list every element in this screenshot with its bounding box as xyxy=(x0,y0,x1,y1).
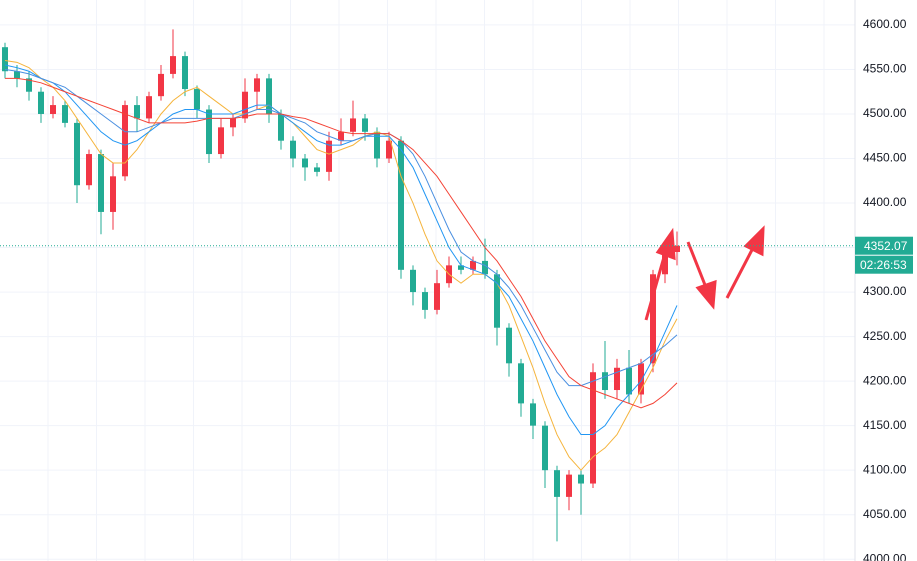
arrow xyxy=(644,249,668,321)
candle-body xyxy=(662,252,668,275)
candle-body xyxy=(50,105,56,114)
candle-body xyxy=(650,274,656,364)
candle-body xyxy=(542,425,548,471)
arrow-head xyxy=(655,227,676,261)
candle-body xyxy=(410,269,416,293)
candle-body xyxy=(206,109,212,155)
candle-body xyxy=(26,78,32,92)
candle-body xyxy=(170,56,176,74)
candle-body xyxy=(290,140,296,159)
candle-body xyxy=(218,127,224,155)
candle-body xyxy=(494,274,500,328)
candle-body xyxy=(350,118,356,132)
candle-body xyxy=(14,71,20,79)
plot xyxy=(2,29,680,542)
candle-body xyxy=(2,47,8,72)
candle-body xyxy=(38,91,44,114)
candle-body xyxy=(602,372,608,391)
candle-body xyxy=(74,122,80,186)
candle-body xyxy=(566,474,572,497)
candle-body xyxy=(62,105,68,123)
candle-body xyxy=(230,118,236,128)
candle-body xyxy=(614,367,620,391)
candle-body xyxy=(506,327,512,364)
candle-body xyxy=(146,96,152,119)
candle-body xyxy=(518,363,524,404)
candle-body xyxy=(470,260,476,270)
candle-body xyxy=(554,470,560,497)
arrow xyxy=(686,241,709,291)
arrow-head xyxy=(695,279,717,310)
ma-line xyxy=(4,60,678,471)
arrow-head xyxy=(743,225,765,257)
candle-body xyxy=(98,154,104,212)
y-tick-label: 4250.00 xyxy=(863,329,907,343)
candle-body xyxy=(302,158,308,168)
price-tag-label: 4352.07 xyxy=(864,239,908,253)
arrow xyxy=(725,245,756,299)
y-tick-label: 4550.00 xyxy=(863,62,907,76)
candle-body xyxy=(266,78,272,114)
candle-body xyxy=(458,265,464,270)
candle-body xyxy=(158,73,164,97)
candle-body xyxy=(626,367,632,395)
y-tick-label: 4600.00 xyxy=(863,17,907,31)
y-tick-label: 4300.00 xyxy=(863,284,907,298)
candle-body xyxy=(194,89,200,110)
candle-body xyxy=(278,113,284,141)
candle-body xyxy=(362,118,368,132)
ma-line xyxy=(4,68,678,387)
candle-body xyxy=(530,403,536,426)
y-tick-label: 4450.00 xyxy=(863,151,907,165)
candle-body xyxy=(326,140,332,172)
candle-body xyxy=(434,283,440,310)
y-tick-label: 4000.00 xyxy=(863,551,907,561)
candle-body xyxy=(374,131,380,159)
ma-line xyxy=(5,77,678,409)
candle-body xyxy=(254,78,260,92)
y-tick-label: 4150.00 xyxy=(863,418,907,432)
candle-body xyxy=(314,167,320,172)
grid xyxy=(0,0,855,561)
candle-body xyxy=(422,292,428,310)
candle-body xyxy=(638,363,644,395)
y-tick-label: 4050.00 xyxy=(863,507,907,521)
candle-body xyxy=(398,140,404,270)
countdown-label: 02:26:53 xyxy=(860,258,907,272)
candle-body xyxy=(386,140,392,159)
candle-body xyxy=(182,56,188,90)
y-tick-label: 4100.00 xyxy=(863,462,907,476)
y-tick-label: 4200.00 xyxy=(863,373,907,387)
candle-body xyxy=(590,372,596,484)
candle-body xyxy=(110,176,116,212)
candle-body xyxy=(482,260,488,275)
candle-body xyxy=(86,154,92,186)
countdown-tag xyxy=(855,255,913,274)
price-tag xyxy=(855,236,913,255)
annotation-arrows xyxy=(644,225,765,321)
candle-body xyxy=(242,91,248,119)
ma-line xyxy=(4,64,678,436)
y-tick-label: 4400.00 xyxy=(863,195,907,209)
candle-body xyxy=(122,105,128,177)
candle-body xyxy=(134,105,140,119)
candle-body xyxy=(338,131,344,141)
candle-body xyxy=(674,245,680,253)
candle-body xyxy=(578,474,584,484)
y-tick-label: 4500.00 xyxy=(863,106,907,120)
